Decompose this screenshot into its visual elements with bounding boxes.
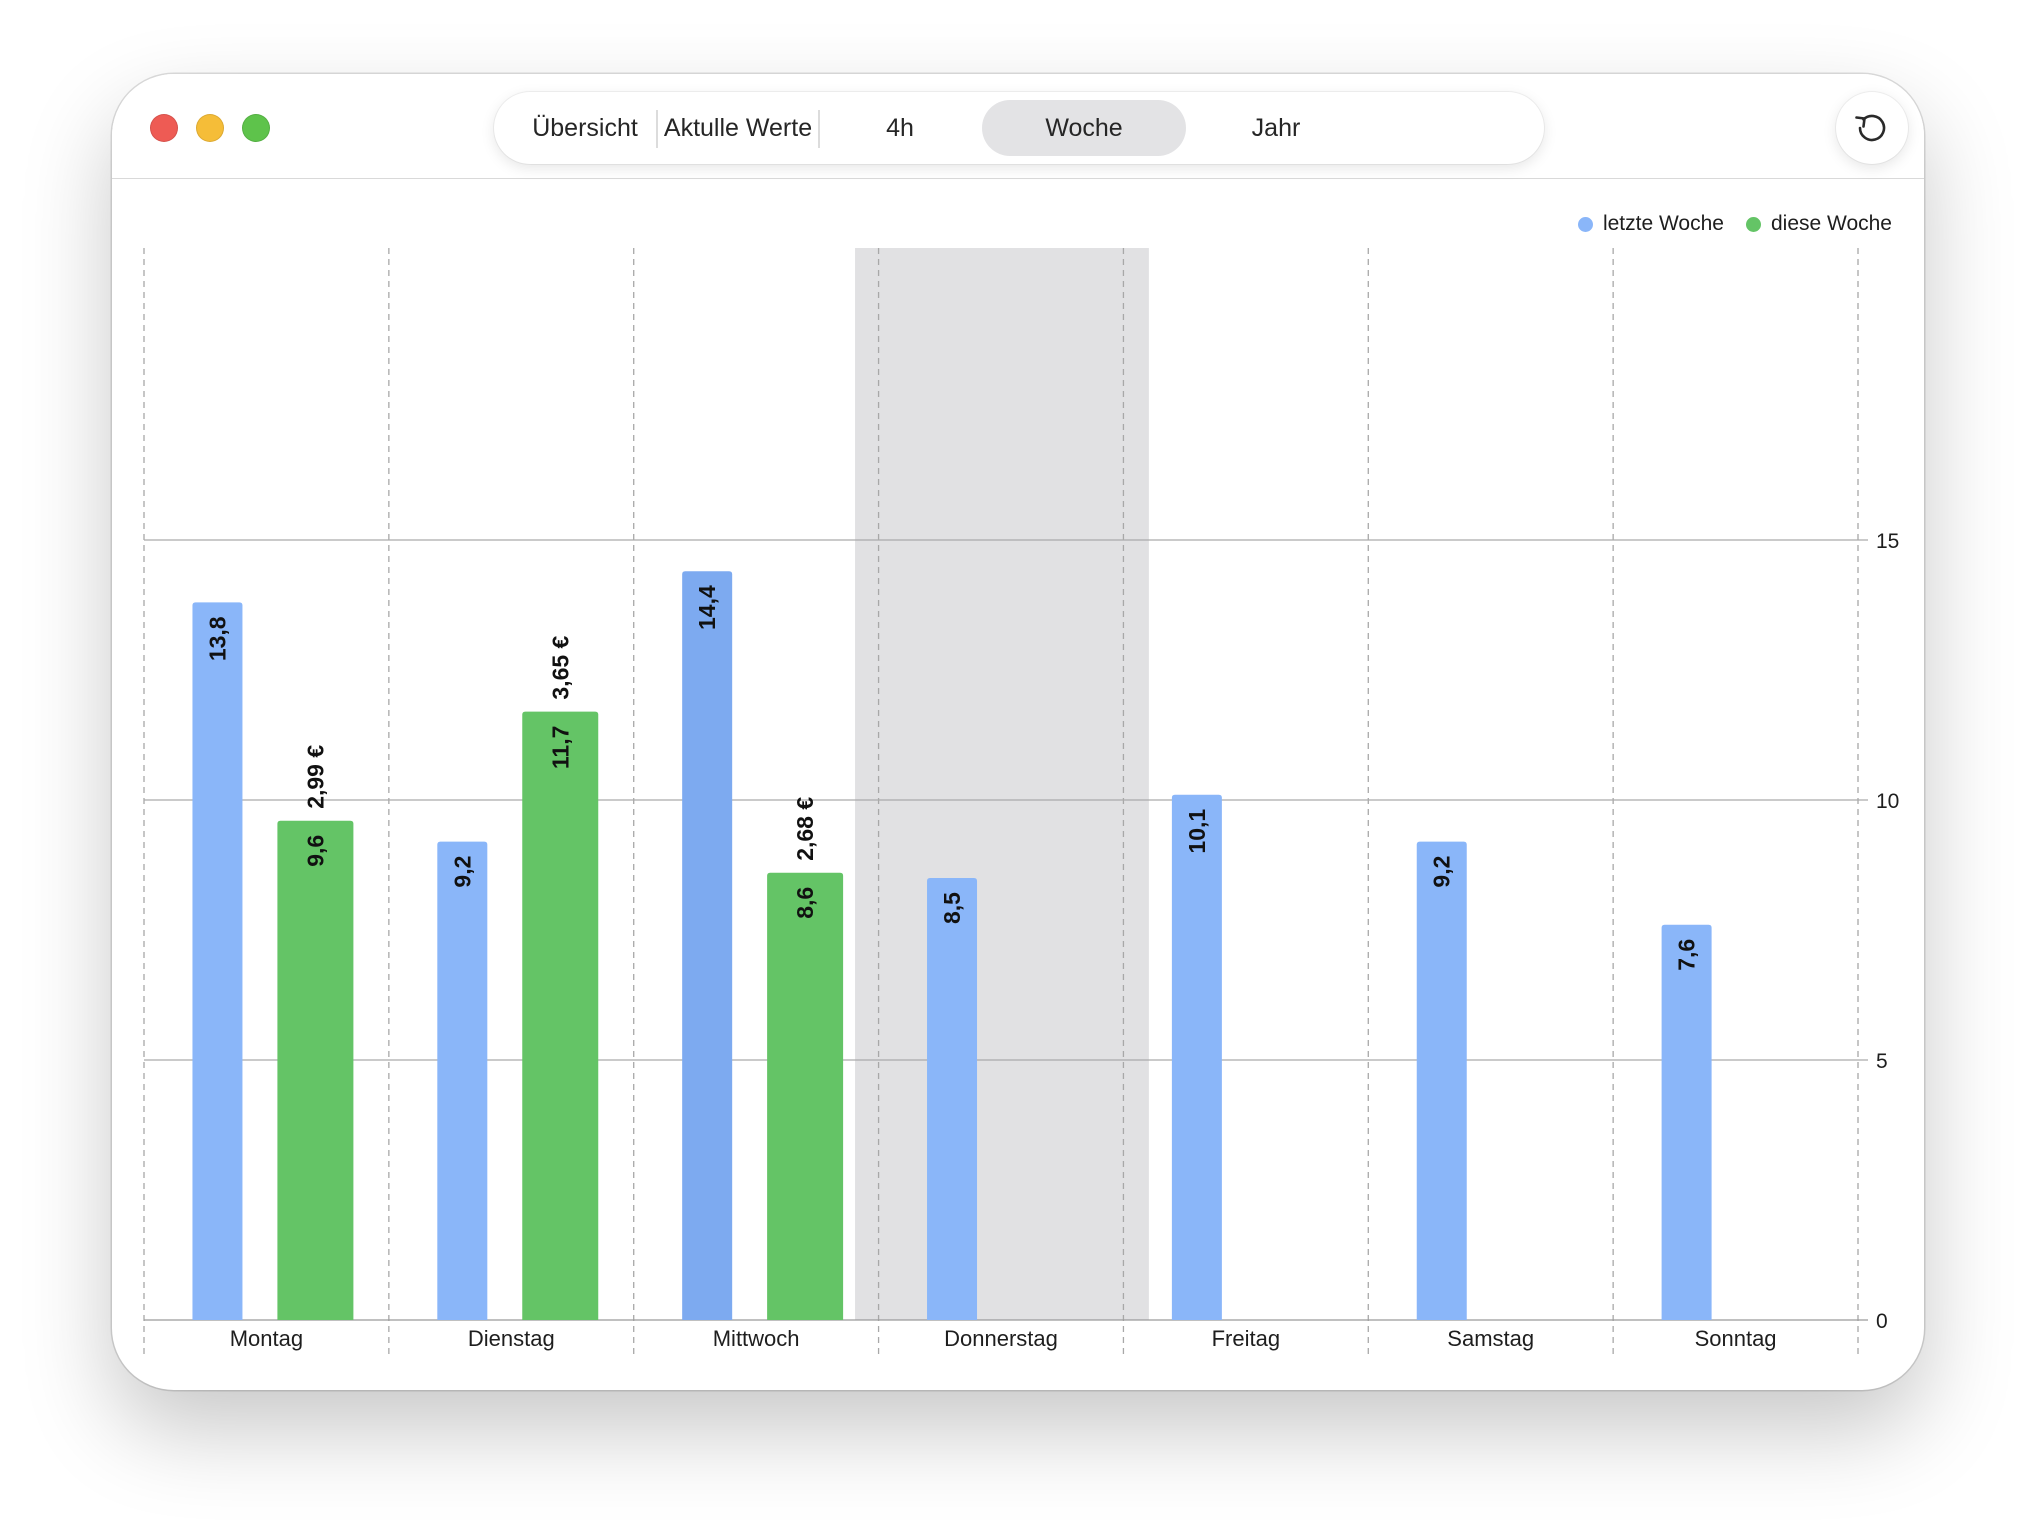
legend-dot-diese-woche [1745,216,1761,232]
bar [437,841,488,1320]
bar-value-label: 8,6 [792,887,818,919]
x-tick-label: Dienstag [468,1326,555,1351]
segment-divider [818,110,820,148]
legend-item-letzte-woche: letzte Woche [1577,212,1724,236]
x-tick-label: Montag [230,1326,303,1351]
y-tick-label: 5 [1876,1050,1888,1073]
bar-value-label: 14,4 [694,585,720,630]
x-tick-label: Samstag [1447,1326,1534,1351]
weekly-bar-chart: 0 5 10 15 13,8 9,6 2,99 € Montag 9,2 11,7 3,65 € Di… [143,248,1899,1354]
bar [1171,794,1222,1320]
bar-cost-label: 2,68 € [792,797,818,861]
tab-uebersicht[interactable]: Übersicht [532,114,638,142]
tab-4h[interactable]: 4h [886,114,914,142]
time-range-segmented-control: Übersicht Aktulle Werte 4h Woche Jahr [494,92,1544,164]
bar [277,820,354,1320]
minimize-window-button[interactable] [196,114,224,142]
legend-dot-letzte-woche [1577,216,1593,232]
y-tick-label: 10 [1876,790,1899,813]
zoom-window-button[interactable] [242,114,270,142]
bar [1416,841,1467,1320]
bar-cost-label: 3,65 € [547,635,573,699]
x-tick-label: Freitag [1212,1326,1280,1351]
x-tick-label: Mittwoch [713,1326,800,1351]
legend-label-letzte-woche: letzte Woche [1602,212,1724,235]
legend-label-diese-woche: diese Woche [1770,212,1892,235]
refresh-button[interactable] [1836,92,1908,164]
bar-value-label: 9,2 [449,856,475,888]
bar [682,571,733,1320]
chart-legend: letzte Woche diese Woche [1577,212,1892,236]
tab-woche[interactable]: Woche [982,100,1186,156]
x-tick-label: Donnerstag [944,1326,1058,1351]
bar-value-label: 13,8 [204,616,230,661]
close-window-button[interactable] [150,114,178,142]
bar-value-label: 10,1 [1184,809,1210,854]
bar-value-label: 8,5 [939,892,965,924]
bar [767,872,844,1320]
x-tick-label: Sonntag [1695,1326,1777,1351]
bar [1661,924,1712,1320]
bar [522,711,599,1320]
arrow-counterclockwise-icon [1855,114,1886,142]
bar-value-label: 9,2 [1429,856,1455,888]
bar [927,878,978,1320]
app-window: Übersicht Aktulle Werte 4h Woche Jahr 0 5… [112,74,1924,1390]
y-tick-label: 0 [1876,1310,1888,1333]
bar [192,602,243,1320]
segment-divider [656,110,658,148]
title-bar: Übersicht Aktulle Werte 4h Woche Jahr [112,74,1924,179]
tab-jahr[interactable]: Jahr [1251,114,1301,142]
tab-aktuelle-werte[interactable]: Aktulle Werte [663,114,813,142]
bar-value-label: 7,6 [1674,939,1700,971]
bar-value-label: 9,6 [302,835,328,867]
legend-item-diese-woche: diese Woche [1745,212,1892,236]
y-tick-label: 15 [1876,530,1899,553]
bar-cost-label: 2,99 € [302,745,328,809]
highlight-band [855,248,1149,1320]
bar-value-label: 11,7 [547,726,573,770]
